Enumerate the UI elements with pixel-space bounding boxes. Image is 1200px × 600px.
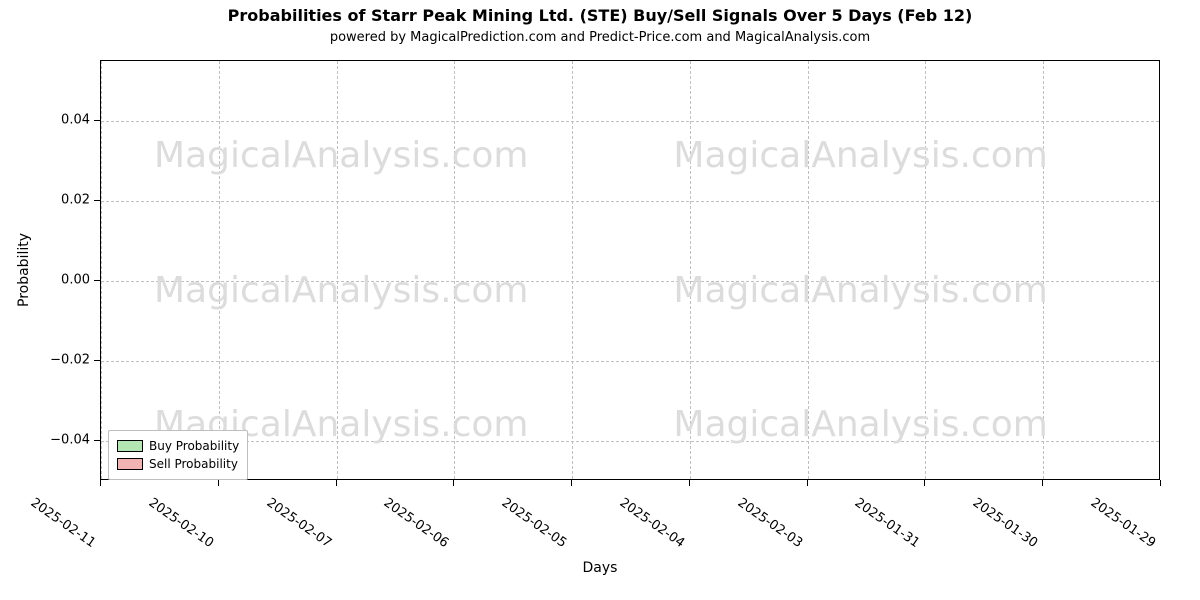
watermark-text: MagicalAnalysis.com	[673, 270, 1047, 311]
legend-swatch	[117, 458, 143, 470]
x-tick-label: 2025-02-11	[28, 495, 99, 551]
legend-label: Sell Probability	[149, 455, 238, 473]
y-tick-label: 0.00	[44, 273, 90, 288]
legend-label: Buy Probability	[149, 437, 239, 455]
grid-line-y	[101, 361, 1159, 362]
x-axis-label: Days	[0, 560, 1200, 576]
x-tick-label: 2025-02-07	[263, 495, 334, 551]
x-tick-label: 2025-01-31	[852, 495, 923, 551]
chart-subtitle: powered by MagicalPrediction.com and Pre…	[0, 30, 1200, 45]
tick-mark-y	[94, 280, 100, 281]
legend-item: Sell Probability	[117, 455, 239, 473]
grid-line-x	[925, 61, 926, 479]
grid-line-x	[690, 61, 691, 479]
legend-swatch	[117, 440, 143, 452]
grid-line-y	[101, 281, 1159, 282]
tick-mark-x	[100, 480, 101, 486]
grid-line-x	[454, 61, 455, 479]
tick-mark-y	[94, 200, 100, 201]
x-tick-label: 2025-02-04	[617, 495, 688, 551]
tick-mark-y	[94, 120, 100, 121]
legend-item: Buy Probability	[117, 437, 239, 455]
x-tick-label: 2025-02-10	[145, 495, 216, 551]
x-tick-label: 2025-01-30	[970, 495, 1041, 551]
watermark-text: MagicalAnalysis.com	[154, 135, 528, 176]
grid-line-x	[1043, 61, 1044, 479]
tick-mark-y	[94, 440, 100, 441]
x-tick-label: 2025-02-06	[381, 495, 452, 551]
y-tick-label: −0.04	[44, 433, 90, 448]
tick-mark-x	[336, 480, 337, 486]
watermark-text: MagicalAnalysis.com	[673, 135, 1047, 176]
chart-canvas: Probabilities of Starr Peak Mining Ltd. …	[0, 0, 1200, 600]
tick-mark-y	[94, 360, 100, 361]
watermark-text: MagicalAnalysis.com	[154, 270, 528, 311]
x-tick-label: 2025-02-03	[734, 495, 805, 551]
grid-line-y	[101, 441, 1159, 442]
tick-mark-x	[807, 480, 808, 486]
y-tick-label: −0.02	[44, 353, 90, 368]
tick-mark-x	[1042, 480, 1043, 486]
tick-mark-x	[689, 480, 690, 486]
legend: Buy ProbabilitySell Probability	[108, 430, 248, 480]
tick-mark-x	[1160, 480, 1161, 486]
chart-title: Probabilities of Starr Peak Mining Ltd. …	[0, 6, 1200, 25]
y-axis-label: Probability	[16, 233, 32, 307]
grid-line-x	[572, 61, 573, 479]
tick-mark-x	[453, 480, 454, 486]
watermark-text: MagicalAnalysis.com	[673, 404, 1047, 445]
plot-area: MagicalAnalysis.com MagicalAnalysis.com Ma…	[100, 60, 1160, 480]
y-tick-label: 0.04	[44, 113, 90, 128]
grid-line-y	[101, 121, 1159, 122]
grid-line-y	[101, 201, 1159, 202]
y-tick-label: 0.02	[44, 193, 90, 208]
x-tick-label: 2025-01-29	[1088, 495, 1159, 551]
x-tick-label: 2025-02-05	[499, 495, 570, 551]
grid-line-x	[219, 61, 220, 479]
grid-line-x	[337, 61, 338, 479]
tick-mark-x	[571, 480, 572, 486]
grid-line-x	[101, 61, 102, 479]
tick-mark-x	[924, 480, 925, 486]
grid-line-x	[808, 61, 809, 479]
tick-mark-x	[218, 480, 219, 486]
